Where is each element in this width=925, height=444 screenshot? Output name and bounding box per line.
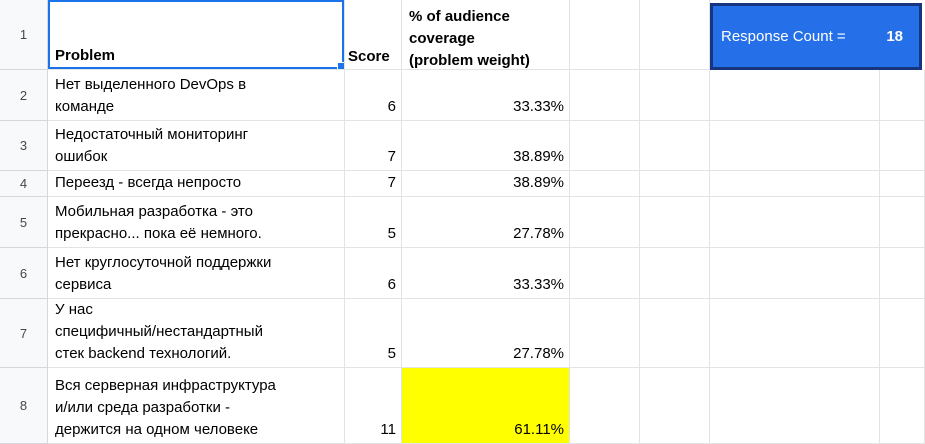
cell-score[interactable]: 5 [345,197,402,248]
empty-cell[interactable] [880,368,925,444]
coverage-value: 38.89% [513,148,564,165]
score-value: 5 [387,225,396,242]
problem-text: Вся серверная инфраструктура и/или среда… [55,377,276,438]
score-value: 7 [387,148,396,165]
empty-cell[interactable] [640,171,710,197]
score-header-label: Score [348,48,390,65]
empty-cell[interactable] [640,368,710,444]
empty-cell[interactable] [570,0,640,70]
empty-cell[interactable] [570,70,640,121]
empty-cell[interactable] [570,197,640,248]
empty-cell[interactable] [570,368,640,444]
cell-problem[interactable]: Переезд - всегда непросто [48,171,345,197]
score-value: 6 [387,98,396,115]
coverage-value: 27.78% [513,345,564,362]
row-header-8[interactable]: 8 [0,368,48,444]
cell-problem[interactable]: Нет круглосуточной поддержки сервиса [48,248,345,299]
coverage-header-label: % of audience coverage (problem weight) [409,8,530,69]
empty-cell[interactable] [880,121,925,171]
coverage-value: 61.11% [514,421,564,438]
cell-problem[interactable]: Недостаточный мониторинг ошибок [48,121,345,171]
response-count-box[interactable]: Response Count = 18 [710,3,922,70]
empty-cell[interactable] [640,197,710,248]
empty-cell[interactable] [570,299,640,368]
empty-cell[interactable] [880,248,925,299]
cell-coverage[interactable]: 33.33% [402,248,570,299]
score-value: 7 [387,174,396,191]
row-header-4[interactable]: 4 [0,171,48,197]
score-value: 5 [387,345,396,362]
score-value: 6 [387,276,396,293]
response-count-value: 18 [886,28,903,45]
row-header-6[interactable]: 6 [0,248,48,299]
cell-score[interactable]: 7 [345,121,402,171]
cell-coverage-highlighted[interactable]: 61.11% [402,368,570,444]
cell-score-header[interactable]: Score [345,0,402,70]
coverage-value: 38.89% [513,174,564,191]
empty-cell[interactable] [880,171,925,197]
coverage-value: 33.33% [513,276,564,293]
row-header-2[interactable]: 2 [0,70,48,121]
cell-problem[interactable]: Нет выделенного DevOps в команде [48,70,345,121]
cell-problem[interactable]: Вся серверная инфраструктура и/или среда… [48,368,345,444]
empty-cell[interactable] [880,70,925,121]
empty-cell[interactable] [710,299,880,368]
empty-cell[interactable] [880,197,925,248]
empty-cell[interactable] [640,121,710,171]
cell-coverage[interactable]: 27.78% [402,299,570,368]
problem-text: Нет круглосуточной поддержки сервиса [55,254,272,293]
empty-cell[interactable] [710,121,880,171]
cell-coverage-header[interactable]: % of audience coverage (problem weight) [402,0,570,70]
cell-score[interactable]: 5 [345,299,402,368]
coverage-value: 33.33% [513,98,564,115]
row-header-3[interactable]: 3 [0,121,48,171]
problem-text: Недостаточный мониторинг ошибок [55,126,249,165]
empty-cell[interactable] [640,70,710,121]
cell-score[interactable]: 6 [345,248,402,299]
response-count-label: Response Count = [721,28,846,45]
cell-coverage[interactable]: 33.33% [402,70,570,121]
coverage-value: 27.78% [513,225,564,242]
empty-cell[interactable] [640,299,710,368]
score-value: 11 [380,421,396,438]
empty-cell[interactable] [640,0,710,70]
empty-cell[interactable] [570,248,640,299]
cell-problem[interactable]: Мобильная разработка - это прекрасно... … [48,197,345,248]
empty-cell[interactable] [710,248,880,299]
cell-coverage[interactable]: 27.78% [402,197,570,248]
row-header-1[interactable]: 1 [0,0,48,70]
cell-problem-header[interactable]: Problem [48,0,345,70]
empty-cell[interactable] [880,299,925,368]
problem-header-label: Problem [55,47,116,64]
problem-text: Мобильная разработка - это прекрасно... … [55,203,262,242]
empty-cell[interactable] [710,368,880,444]
empty-cell[interactable] [710,171,880,197]
empty-cell[interactable] [570,171,640,197]
empty-cell[interactable] [570,121,640,171]
cell-coverage[interactable]: 38.89% [402,171,570,197]
row-header-7[interactable]: 7 [0,299,48,368]
cell-coverage[interactable]: 38.89% [402,121,570,171]
selection-fill-handle[interactable] [337,62,344,69]
problem-text: У нас специфичный/нестандартный стек bac… [55,301,263,362]
cell-problem[interactable]: У нас специфичный/нестандартный стек bac… [48,299,345,368]
empty-cell[interactable] [710,197,880,248]
empty-cell[interactable] [710,70,880,121]
empty-cell[interactable] [640,248,710,299]
problem-text: Переезд - всегда непросто [55,174,242,191]
cell-score[interactable]: 6 [345,70,402,121]
cell-score[interactable]: 11 [345,368,402,444]
problem-text: Нет выделенного DevOps в команде [55,76,247,115]
row-header-5[interactable]: 5 [0,197,48,248]
cell-score[interactable]: 7 [345,171,402,197]
